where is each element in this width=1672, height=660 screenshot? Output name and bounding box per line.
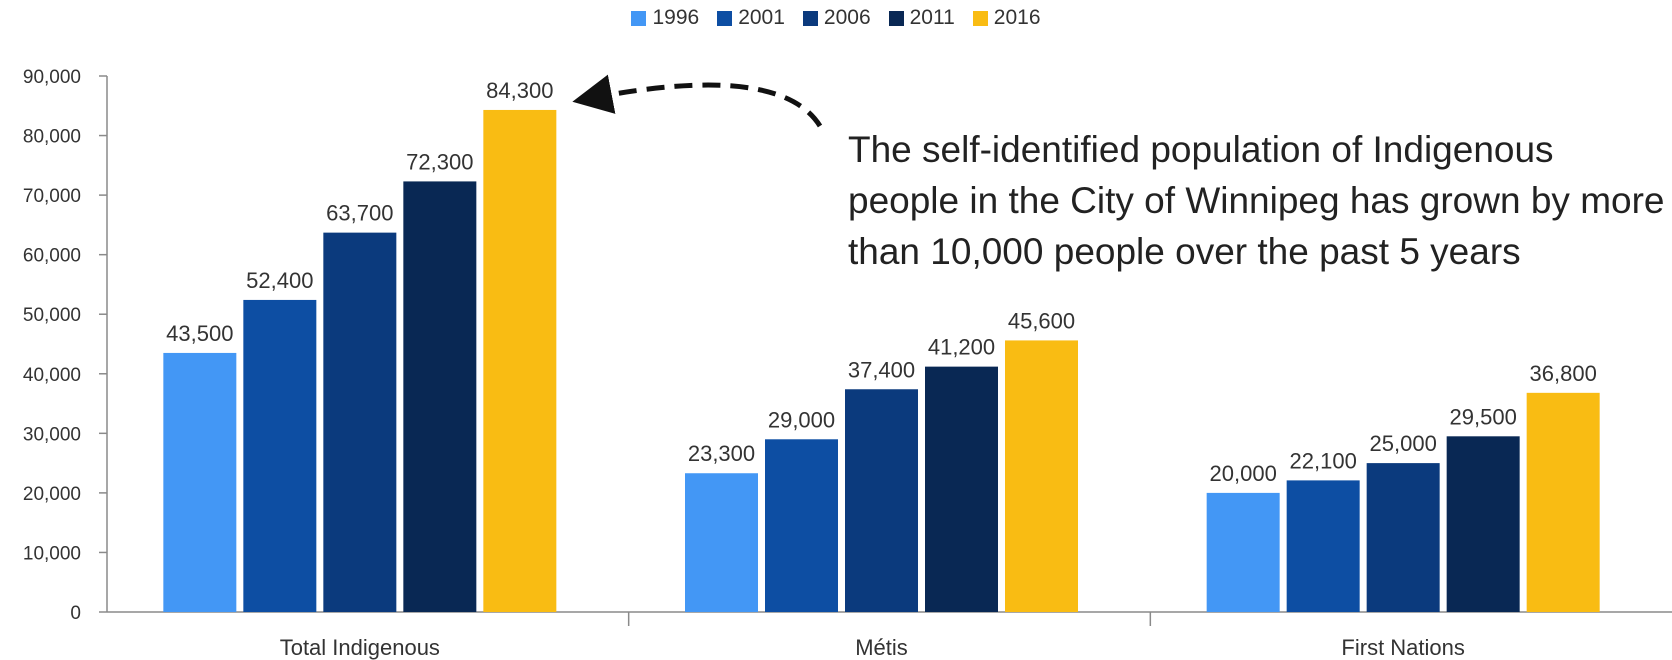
legend-swatch bbox=[717, 10, 733, 26]
legend-label: 2016 bbox=[993, 6, 1041, 29]
legend-item-1996: 1996 bbox=[631, 6, 699, 30]
bar-2016 bbox=[483, 109, 557, 613]
data-label: 84,300 bbox=[486, 78, 553, 103]
x-category-label: Métis bbox=[855, 635, 908, 660]
data-label: 63,700 bbox=[326, 201, 393, 226]
bar-2006 bbox=[1366, 463, 1440, 612]
legend-item-2001: 2001 bbox=[717, 6, 785, 30]
y-tick-label: 30,000 bbox=[23, 424, 81, 445]
chart-legend: 1996 2001 2006 2011 2016 bbox=[0, 6, 1672, 30]
legend-item-2011: 2011 bbox=[888, 6, 955, 30]
bar-2001 bbox=[243, 299, 317, 612]
annotation-arrow bbox=[572, 74, 823, 128]
legend-swatch bbox=[802, 10, 818, 26]
x-category-label: First Nations bbox=[1341, 635, 1464, 660]
y-tick-label: 40,000 bbox=[23, 365, 81, 386]
bar-2001 bbox=[765, 439, 838, 612]
legend-label: 2011 bbox=[909, 6, 955, 29]
bar-1996 bbox=[1206, 492, 1280, 612]
y-tick-label: 70,000 bbox=[23, 186, 81, 207]
y-tick-label: 20,000 bbox=[23, 484, 81, 505]
legend-swatch bbox=[888, 10, 904, 26]
data-label: 52,400 bbox=[246, 268, 313, 293]
data-label: 41,200 bbox=[928, 335, 995, 360]
data-label: 36,800 bbox=[1530, 361, 1597, 386]
bar-2011 bbox=[1446, 436, 1520, 612]
data-label: 43,500 bbox=[166, 321, 233, 346]
data-label: 25,000 bbox=[1370, 431, 1437, 456]
y-tick-label: 0 bbox=[70, 603, 81, 624]
data-label: 29,000 bbox=[768, 407, 835, 432]
legend-label: 2001 bbox=[738, 6, 785, 29]
bar-2001 bbox=[1286, 480, 1360, 612]
y-tick-label: 10,000 bbox=[23, 543, 81, 564]
legend-label: 2006 bbox=[823, 6, 871, 29]
data-label: 22,100 bbox=[1290, 448, 1357, 473]
y-tick-label: 50,000 bbox=[23, 305, 81, 326]
data-label: 37,400 bbox=[848, 357, 915, 382]
bar-2011 bbox=[925, 366, 998, 612]
bar-2016 bbox=[1526, 392, 1600, 612]
data-label: 72,300 bbox=[406, 149, 473, 174]
y-tick-label: 90,000 bbox=[23, 67, 81, 88]
y-tick-label: 80,000 bbox=[23, 127, 81, 148]
chart-annotation: The self-identified population of Indige… bbox=[848, 129, 1665, 272]
data-label: 23,300 bbox=[688, 441, 755, 466]
legend-swatch bbox=[972, 10, 988, 26]
legend-item-2006: 2006 bbox=[802, 6, 871, 30]
data-label: 20,000 bbox=[1210, 461, 1277, 486]
bar-2006 bbox=[323, 232, 397, 612]
legend-item-2016: 2016 bbox=[972, 6, 1041, 30]
bar-2011 bbox=[403, 181, 477, 612]
bar-2016 bbox=[1005, 340, 1078, 612]
data-label: 45,600 bbox=[1008, 308, 1075, 333]
bar-1996 bbox=[685, 473, 758, 612]
bar-2006 bbox=[845, 389, 918, 612]
data-label: 29,500 bbox=[1450, 404, 1517, 429]
x-category-label: Total Indigenous bbox=[280, 635, 440, 660]
legend-swatch bbox=[631, 10, 647, 26]
bar-1996 bbox=[163, 352, 237, 612]
y-tick-label: 60,000 bbox=[23, 246, 81, 267]
legend-label: 1996 bbox=[652, 6, 700, 29]
